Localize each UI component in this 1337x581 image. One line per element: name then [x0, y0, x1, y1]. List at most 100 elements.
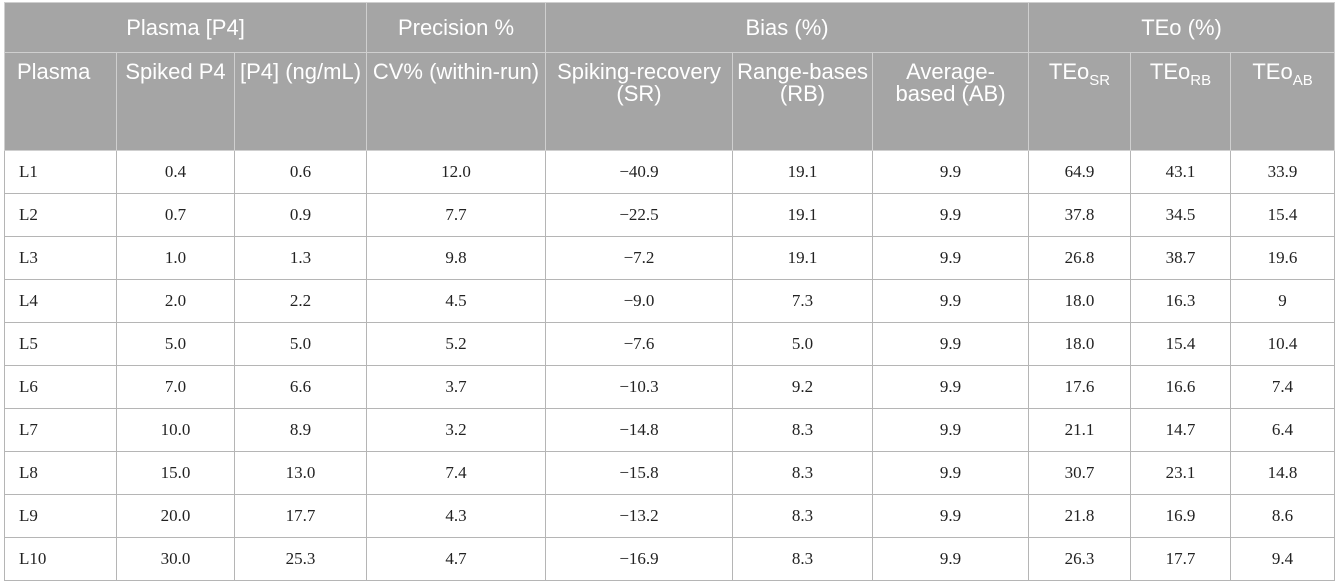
cell-teo-sr: 17.6 [1028, 365, 1132, 409]
cell-spiked-p4: 30.0 [116, 537, 235, 581]
header-group-teo: TEo (%) [1028, 2, 1336, 53]
header-teo-sr-base: TEo [1048, 59, 1090, 84]
cell-bias-rb: 8.3 [732, 408, 874, 452]
cell-teo-sr: 18.0 [1028, 322, 1132, 366]
header-plasma: Plasma [4, 52, 117, 151]
cell-bias-rb: 7.3 [732, 279, 874, 323]
cell-cv: 7.7 [366, 193, 547, 237]
cell-bias-ab: 9.9 [872, 451, 1030, 495]
cell-teo-rb: 16.9 [1130, 494, 1232, 538]
cell-teo-ab: 9.4 [1230, 537, 1336, 581]
header-spiked-p4: Spiked P4 [116, 52, 235, 151]
cell-p4: 17.7 [233, 494, 368, 538]
cell-plasma: L3 [4, 236, 117, 280]
cell-p4: 1.3 [233, 236, 368, 280]
cell-bias-sr: −14.8 [545, 408, 734, 452]
cell-cv: 12.0 [366, 150, 547, 194]
cell-p4: 13.0 [233, 451, 368, 495]
table-row: L8 15.0 13.0 7.4 −15.8 8.3 9.9 30.7 23.1… [4, 451, 1336, 495]
table-row: L6 7.0 6.6 3.7 −10.3 9.2 9.9 17.6 16.6 7… [4, 365, 1336, 409]
cell-p4: 0.6 [233, 150, 368, 194]
table-row: L10 30.0 25.3 4.7 −16.9 8.3 9.9 26.3 17.… [4, 537, 1336, 581]
cell-p4: 0.9 [233, 193, 368, 237]
cell-bias-rb: 19.1 [732, 150, 874, 194]
cell-plasma: L8 [4, 451, 117, 495]
cell-bias-sr: −16.9 [545, 537, 734, 581]
cell-bias-rb: 19.1 [732, 193, 874, 237]
table-body: L1 0.4 0.6 12.0 −40.9 19.1 9.9 64.9 43.1… [4, 150, 1336, 581]
cell-teo-rb: 23.1 [1130, 451, 1232, 495]
cell-bias-rb: 9.2 [732, 365, 874, 409]
cell-p4: 6.6 [233, 365, 368, 409]
header-group-plasma: Plasma [P4] [3, 2, 368, 53]
cell-bias-sr: −10.3 [545, 365, 734, 409]
cell-bias-rb: 8.3 [732, 494, 874, 538]
cell-teo-ab: 6.4 [1230, 408, 1336, 452]
cell-spiked-p4: 1.0 [116, 236, 235, 280]
cell-bias-ab: 9.9 [872, 193, 1030, 237]
cell-teo-sr: 64.9 [1028, 150, 1132, 194]
cell-teo-sr: 37.8 [1028, 193, 1132, 237]
cell-plasma: L9 [4, 494, 117, 538]
header-teo-ab-sub: AB [1292, 72, 1313, 89]
table-row: L5 5.0 5.0 5.2 −7.6 5.0 9.9 18.0 15.4 10… [4, 322, 1336, 366]
cell-plasma: L7 [4, 408, 117, 452]
cell-bias-rb: 19.1 [732, 236, 874, 280]
cell-bias-rb: 5.0 [732, 322, 874, 366]
cell-cv: 3.7 [366, 365, 547, 409]
cell-teo-sr: 26.8 [1028, 236, 1132, 280]
table-row: L1 0.4 0.6 12.0 −40.9 19.1 9.9 64.9 43.1… [4, 150, 1336, 194]
cell-bias-ab: 9.9 [872, 150, 1030, 194]
cell-cv: 7.4 [366, 451, 547, 495]
cell-teo-ab: 9 [1230, 279, 1336, 323]
cell-bias-sr: −9.0 [545, 279, 734, 323]
cell-spiked-p4: 7.0 [116, 365, 235, 409]
cell-plasma: L10 [4, 537, 117, 581]
header-teo-rb-base: TEo [1149, 59, 1191, 84]
cell-bias-ab: 9.9 [872, 322, 1030, 366]
cell-bias-sr: −15.8 [545, 451, 734, 495]
cell-plasma: L4 [4, 279, 117, 323]
table-row: L3 1.0 1.3 9.8 −7.2 19.1 9.9 26.8 38.7 1… [4, 236, 1336, 280]
header-range-bases: Range-bases (RB) [732, 52, 874, 151]
cell-cv: 4.5 [366, 279, 547, 323]
header-teo-ab-base: TEo [1252, 59, 1293, 84]
cell-teo-rb: 16.6 [1130, 365, 1232, 409]
header-group-bias: Bias (%) [545, 2, 1030, 53]
cell-spiked-p4: 0.7 [116, 193, 235, 237]
cell-cv: 4.3 [366, 494, 547, 538]
cell-bias-sr: −13.2 [545, 494, 734, 538]
table-row: L2 0.7 0.9 7.7 −22.5 19.1 9.9 37.8 34.5 … [4, 193, 1336, 237]
header-teo-rb: TEoRB [1130, 52, 1232, 151]
cell-teo-sr: 21.8 [1028, 494, 1132, 538]
cell-bias-ab: 9.9 [872, 365, 1030, 409]
cell-cv: 3.2 [366, 408, 547, 452]
cell-teo-ab: 14.8 [1230, 451, 1336, 495]
cell-p4: 8.9 [233, 408, 368, 452]
cell-p4: 5.0 [233, 322, 368, 366]
header-cv-within-run: CV% (within-run) [366, 52, 547, 151]
cell-p4: 25.3 [233, 537, 368, 581]
cell-teo-rb: 43.1 [1130, 150, 1232, 194]
cell-teo-rb: 38.7 [1130, 236, 1232, 280]
cell-bias-sr: −7.6 [545, 322, 734, 366]
header-p4-concentration: [P4] (ng/mL) [233, 52, 368, 151]
header-spiking-recovery: Spiking-recovery (SR) [545, 52, 734, 151]
cell-teo-sr: 21.1 [1028, 408, 1132, 452]
cell-bias-sr: −22.5 [545, 193, 734, 237]
cell-plasma: L2 [4, 193, 117, 237]
table-row: L9 20.0 17.7 4.3 −13.2 8.3 9.9 21.8 16.9… [4, 494, 1336, 538]
header-group-precision: Precision % [366, 2, 547, 53]
cell-teo-ab: 15.4 [1230, 193, 1336, 237]
cell-cv: 9.8 [366, 236, 547, 280]
cell-plasma: L5 [4, 322, 117, 366]
cell-teo-sr: 18.0 [1028, 279, 1132, 323]
header-teo-sr-sub: SR [1089, 72, 1111, 89]
header-teo-sr: TEoSR [1028, 52, 1132, 151]
cell-plasma: L1 [4, 150, 117, 194]
header-teo-ab: TEoAB [1230, 52, 1336, 151]
cell-teo-ab: 8.6 [1230, 494, 1336, 538]
cell-cv: 4.7 [366, 537, 547, 581]
cell-teo-ab: 10.4 [1230, 322, 1336, 366]
cell-bias-sr: −7.2 [545, 236, 734, 280]
